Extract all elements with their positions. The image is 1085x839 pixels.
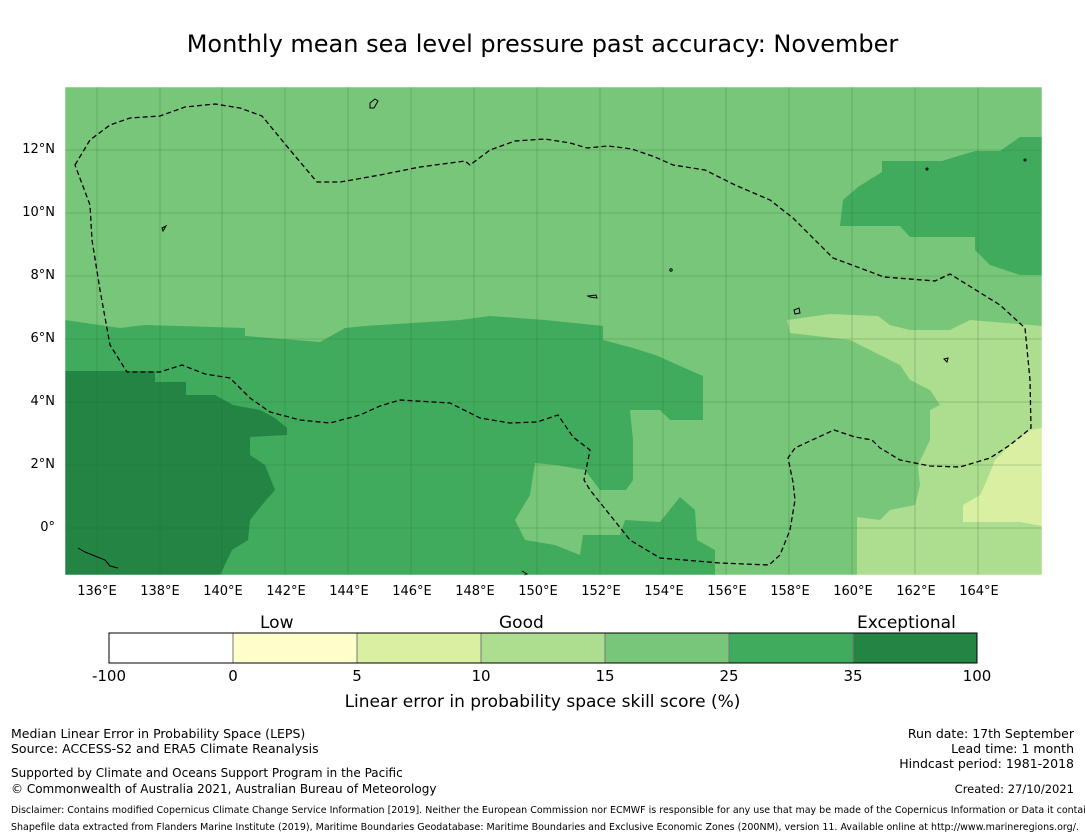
- lon-tick-label: 138°E: [140, 584, 180, 599]
- lat-tick-label: 2°N: [30, 457, 56, 472]
- footer-created: Created: 27/10/2021: [954, 782, 1074, 796]
- lon-tick-label: 160°E: [833, 584, 873, 599]
- eez-boundary: [74, 103, 1032, 566]
- colorbar-tick: 5: [352, 667, 362, 685]
- lon-tick-label: 140°E: [203, 584, 243, 599]
- lon-tick-label: 158°E: [770, 584, 810, 599]
- lat-tick-label: 12°N: [22, 142, 55, 157]
- colorbar-swatch-35-100: [852, 632, 978, 664]
- lon-tick-label: 136°E: [77, 584, 117, 599]
- colorbar-tick: -100: [91, 667, 127, 685]
- lon-tick-label: 164°E: [959, 584, 999, 599]
- colorbar-category-good: Good: [499, 613, 544, 633]
- colorbar: [108, 632, 978, 664]
- lon-tick-label: 152°E: [581, 584, 621, 599]
- colorbar-category-exceptional: Exceptional: [857, 613, 956, 633]
- colorbar-label: Linear error in probability space skill …: [344, 692, 741, 712]
- lon-tick-label: 162°E: [896, 584, 936, 599]
- lon-tick-label: 142°E: [266, 584, 306, 599]
- colorbar-tick: 10: [471, 667, 491, 685]
- footer-support: Supported by Climate and Oceans Support …: [11, 766, 403, 780]
- footer-method: Median Linear Error in Probability Space…: [11, 726, 306, 741]
- footer-source: Source: ACCESS-S2 and ERA5 Climate Reana…: [11, 741, 319, 756]
- lat-tick-label: 4°N: [30, 394, 56, 409]
- lon-tick-label: 154°E: [644, 584, 684, 599]
- footer-run-date: Run date: 17th September: [907, 726, 1074, 741]
- footer-copyright: © Commonwealth of Australia 2021, Austra…: [11, 782, 437, 796]
- lon-tick-label: 156°E: [707, 584, 747, 599]
- footer-hindcast: Hindcast period: 1981-2018: [899, 756, 1074, 771]
- skill-region-se-lightest: [963, 428, 1042, 526]
- lat-tick-label: 6°N: [30, 331, 56, 346]
- footer-lead-time: Lead time: 1 month: [951, 741, 1074, 756]
- skill-region-ne: [840, 137, 1042, 275]
- lon-tick-label: 146°E: [392, 584, 432, 599]
- colorbar-swatch-10-15: [480, 632, 606, 664]
- colorbar-tick: 25: [719, 667, 739, 685]
- colorbar-swatch-25-35: [728, 632, 854, 664]
- colorbar-swatch-5-10: [356, 632, 482, 664]
- lat-tick-label: 0°: [40, 520, 55, 535]
- colorbar-swatch-0-5: [232, 632, 358, 664]
- colorbar-swatch-below-0: [108, 632, 234, 664]
- colorbar-swatch-15-25: [604, 632, 730, 664]
- colorbar-tick: 100: [962, 667, 992, 685]
- lon-tick-label: 144°E: [329, 584, 369, 599]
- colorbar-tick: 35: [843, 667, 863, 685]
- islands: [77, 98, 1027, 576]
- footer-disclaimer: Disclaimer: Contains modified Copernicus…: [11, 805, 1085, 816]
- lon-tick-label: 150°E: [518, 584, 558, 599]
- colorbar-tick: 15: [595, 667, 615, 685]
- chart-title: Monthly mean sea level pressure past acc…: [186, 30, 899, 58]
- colorbar-tick: 0: [228, 667, 238, 685]
- lon-tick-label: 148°E: [455, 584, 495, 599]
- colorbar-category-low: Low: [260, 613, 294, 633]
- lat-tick-label: 10°N: [22, 205, 55, 220]
- skill-region-sw: [65, 371, 287, 575]
- lat-tick-label: 8°N: [30, 268, 56, 283]
- footer-shapefile: Shapefile data extracted from Flanders M…: [11, 822, 1079, 833]
